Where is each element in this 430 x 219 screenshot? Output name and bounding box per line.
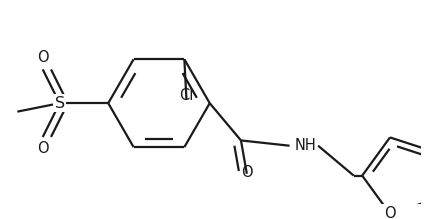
Text: O: O: [37, 50, 49, 65]
Text: NH: NH: [295, 138, 316, 153]
Text: O: O: [241, 165, 253, 180]
Text: O: O: [37, 141, 49, 156]
Text: O: O: [384, 206, 396, 219]
Text: Cl: Cl: [179, 88, 194, 102]
Text: S: S: [55, 96, 64, 111]
